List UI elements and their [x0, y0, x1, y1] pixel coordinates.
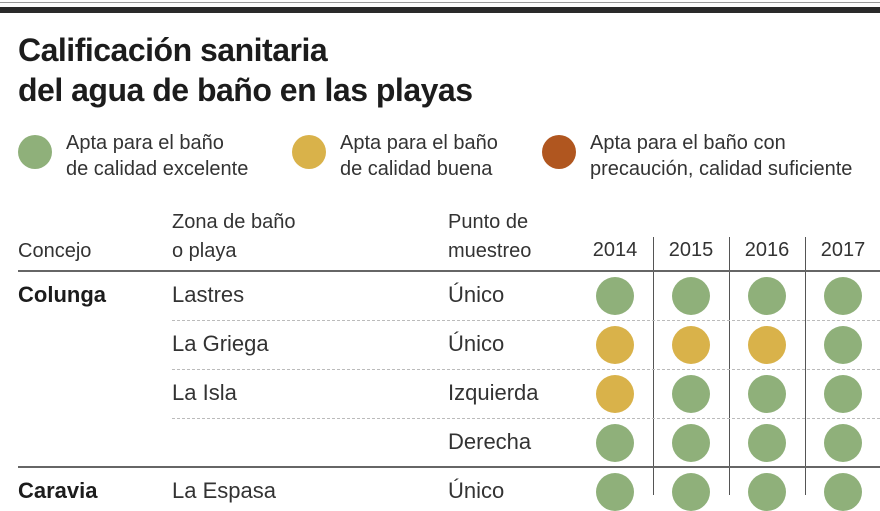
title-line: del agua de baño en las playas [18, 72, 473, 108]
legend-line: Apta para el baño con [590, 132, 786, 154]
rating-dot-icon [824, 326, 862, 364]
column-separator [729, 237, 730, 495]
rating-dot-icon [824, 424, 862, 462]
year-header: 2017 [820, 239, 866, 261]
rating-dot-icon [672, 277, 710, 315]
year-header: 2014 [592, 239, 638, 261]
rating-dot-icon [596, 326, 634, 364]
cell-zona: La Isla [172, 380, 237, 405]
legend-line: de calidad excelente [66, 158, 249, 180]
cell-concejo: Colunga [18, 282, 106, 307]
rating-dot-icon [672, 375, 710, 413]
header-punto-line: Punto de [448, 211, 529, 233]
legend-label: Apta para el baño con precaución, calidad… [590, 130, 852, 182]
rating-dot-icon [596, 424, 634, 462]
page-title: Calificación sanitaria del agua de baño … [18, 30, 473, 110]
cell-zona: La Espasa [172, 478, 276, 503]
top-bar [0, 7, 880, 13]
rating-dot-icon [596, 473, 634, 511]
legend-label: Apta para el baño de calidad excelente [66, 130, 248, 182]
legend-label: Apta para el baño de calidad buena [340, 130, 498, 182]
group-rule [18, 466, 880, 468]
cell-concejo: Caravia [18, 478, 98, 503]
rating-dot-icon [824, 375, 862, 413]
legend-dot-icon [542, 135, 576, 169]
legend-line: Apta para el baño [66, 132, 224, 154]
legend-dot-icon [292, 135, 326, 169]
legend-line: Apta para el baño [340, 132, 498, 154]
header-zona-line: o playa [172, 240, 237, 262]
cell-punto: Único [448, 331, 505, 356]
cell-punto: Único [448, 478, 505, 503]
rating-dot-icon [672, 424, 710, 462]
column-separator [653, 237, 654, 495]
legend-dot-icon [18, 135, 52, 169]
rating-dot-icon [748, 424, 786, 462]
rating-dot-icon [596, 375, 634, 413]
rating-dot-icon [748, 277, 786, 315]
rating-dot-icon [748, 473, 786, 511]
cell-zona: Lastres [172, 282, 245, 307]
rating-dot-icon [596, 277, 634, 315]
header-punto-line: muestreo [448, 240, 532, 262]
rating-dot-icon [672, 473, 710, 511]
rating-dot-icon [824, 473, 862, 511]
header-rule [18, 270, 880, 272]
cell-punto: Derecha [448, 429, 532, 454]
year-header: 2015 [668, 239, 714, 261]
row-divider [172, 320, 880, 321]
top-rule [0, 2, 880, 3]
header-zona: Zona de baño o playa [172, 208, 295, 266]
year-header: 2016 [744, 239, 790, 261]
header-zona-line: Zona de baño [172, 211, 296, 233]
column-separator [805, 237, 806, 495]
cell-zona: La Griega [172, 331, 269, 356]
rating-dot-icon [748, 326, 786, 364]
legend-line: precaución, calidad suficiente [590, 158, 853, 180]
header-concejo: Concejo [18, 240, 92, 262]
cell-punto: Único [448, 282, 505, 307]
cell-punto: Izquierda [448, 380, 539, 405]
rating-dot-icon [824, 277, 862, 315]
rating-dot-icon [748, 375, 786, 413]
row-divider [172, 369, 880, 370]
rating-dot-icon [672, 326, 710, 364]
row-divider [172, 418, 880, 419]
legend-line: de calidad buena [340, 158, 493, 180]
header-punto: Punto de muestreo [448, 208, 531, 266]
title-line: Calificación sanitaria [18, 32, 328, 68]
